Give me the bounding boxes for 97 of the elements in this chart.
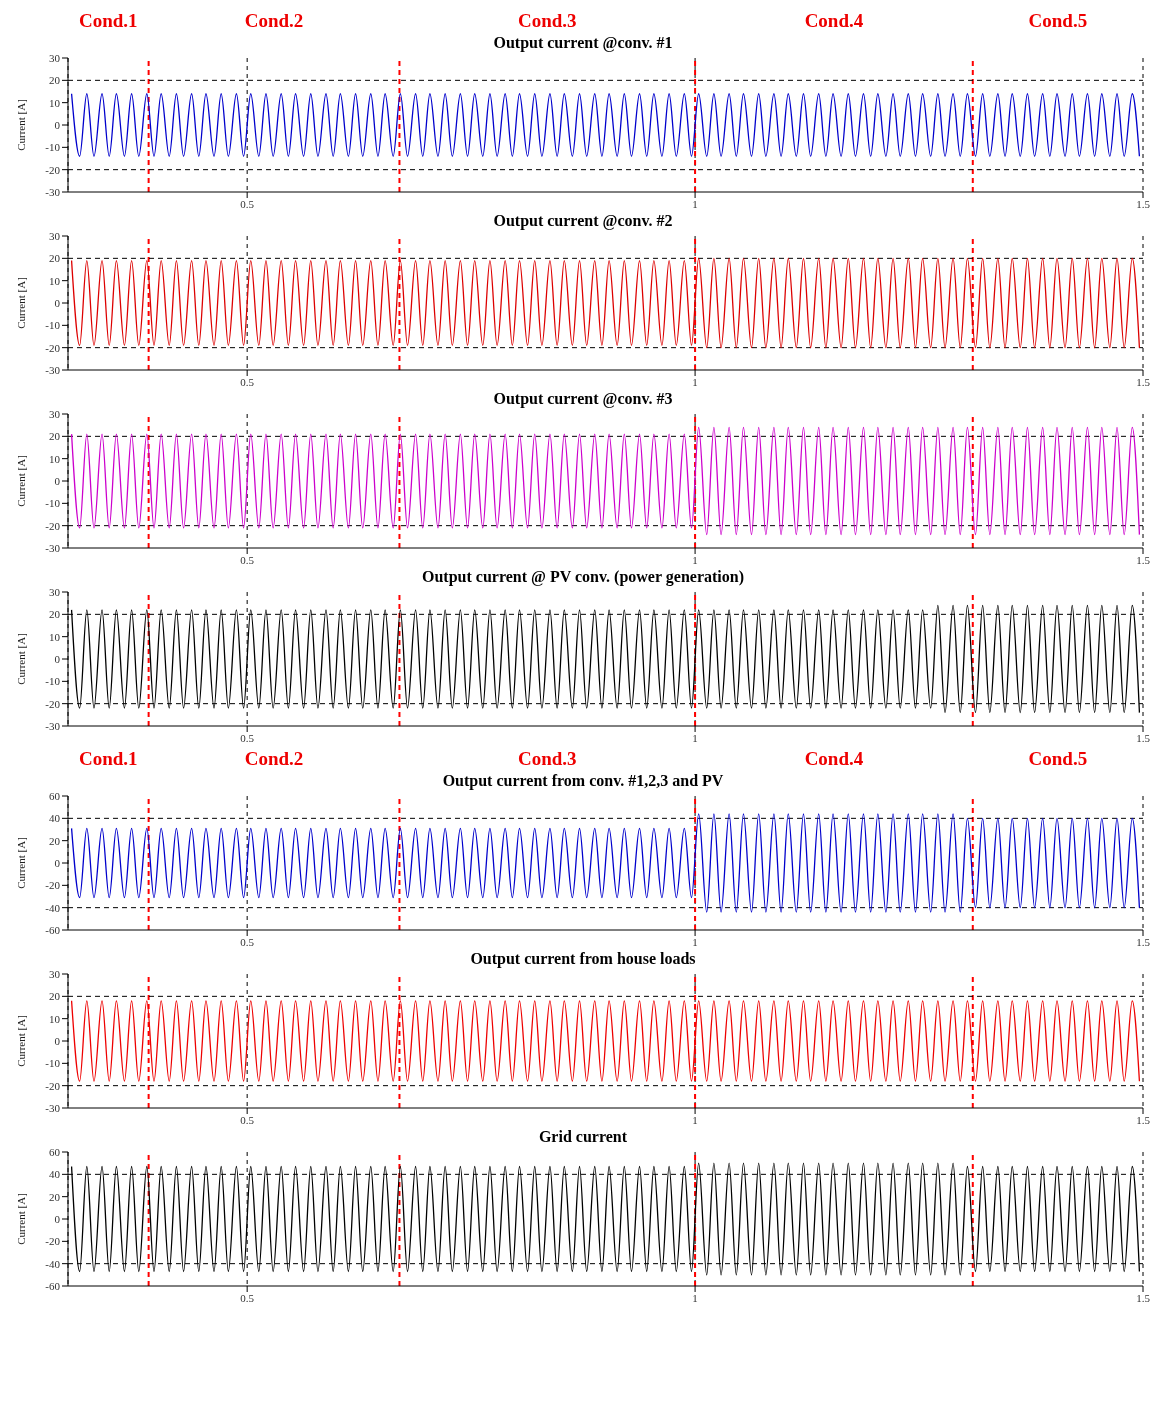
- y-tick-label: -20: [45, 519, 61, 532]
- y-tick-label: 30: [49, 967, 61, 980]
- chart-title: Output current @ PV conv. (power generation): [422, 568, 744, 585]
- y-axis-title: Current [A]: [14, 837, 27, 889]
- x-tick-label: 1: [692, 375, 698, 388]
- x-tick-label: 1: [692, 1113, 698, 1126]
- x-tick-label: 1.5: [1136, 1113, 1151, 1126]
- x-tick-label: 0.5: [240, 1291, 255, 1304]
- text: Cond.5: [1028, 748, 1088, 770]
- text: Cond.5: [1028, 10, 1088, 32]
- y-tick-label: 10: [49, 630, 61, 643]
- y-tick-label: 30: [49, 407, 61, 420]
- y-tick-label: 10: [49, 452, 61, 465]
- x-tick-label: 1: [692, 731, 698, 744]
- text: Cond.2: [244, 748, 304, 770]
- x-tick-label: 1.5: [1136, 375, 1151, 388]
- y-tick-label: 0: [54, 296, 61, 309]
- y-tick-label: -10: [45, 1057, 61, 1070]
- y-tick-label: -10: [45, 675, 61, 688]
- x-tick-label: 1: [692, 553, 698, 566]
- y-tick-label: -30: [45, 363, 61, 376]
- chart-title: Output current @conv. #3: [493, 390, 673, 407]
- y-tick-label: -60: [45, 923, 61, 936]
- y-tick-label: -20: [45, 1235, 61, 1248]
- chart-title: Grid current: [538, 1128, 628, 1145]
- chart-title: Output current @conv. #1: [493, 34, 673, 51]
- y-axis-title: Current [A]: [14, 99, 27, 151]
- y-tick-label: -10: [45, 319, 61, 332]
- y-tick-label: -40: [45, 1257, 61, 1270]
- y-tick-label: -20: [45, 1079, 61, 1092]
- x-tick-label: 1: [692, 935, 698, 948]
- y-tick-label: -30: [45, 1101, 61, 1114]
- x-tick-label: 0.5: [240, 197, 255, 210]
- line-series: [70, 813, 1141, 913]
- y-tick-label: -30: [45, 541, 61, 554]
- line-series: [70, 257, 1141, 349]
- y-axis-title: Current [A]: [14, 455, 27, 507]
- x-tick-label: 0.5: [240, 553, 255, 566]
- y-tick-label: -20: [45, 341, 61, 354]
- y-tick-label: 10: [49, 1012, 61, 1025]
- x-tick-label: 1.5: [1136, 197, 1151, 210]
- text: Cond.2: [244, 10, 304, 32]
- y-tick-label: 20: [49, 430, 61, 443]
- line-series: [70, 426, 1141, 536]
- y-tick-label: 30: [49, 51, 61, 64]
- x-tick-label: 1.5: [1136, 731, 1151, 744]
- y-tick-label: 10: [49, 274, 61, 287]
- y-tick-label: 60: [49, 1145, 61, 1158]
- text: Cond.4: [804, 10, 864, 32]
- y-tick-label: 0: [54, 652, 61, 665]
- chart-title: Output current from house loads: [470, 950, 696, 967]
- text: Cond.1: [79, 10, 138, 32]
- y-tick-label: -30: [45, 719, 61, 732]
- y-tick-label: 30: [49, 229, 61, 242]
- y-axis-title: Current [A]: [14, 633, 27, 685]
- y-tick-label: 20: [49, 74, 61, 87]
- y-tick-label: -10: [45, 497, 61, 510]
- y-tick-label: 40: [49, 1168, 61, 1181]
- y-tick-label: 20: [49, 990, 61, 1003]
- y-tick-label: -20: [45, 697, 61, 710]
- y-tick-label: 0: [54, 118, 61, 131]
- y-tick-label: 0: [54, 1034, 61, 1047]
- chart-title: Output current @conv. #2: [493, 212, 673, 229]
- y-tick-label: 0: [54, 856, 61, 869]
- x-tick-label: 1: [692, 1291, 698, 1304]
- y-tick-label: -40: [45, 901, 61, 914]
- y-tick-label: -60: [45, 1279, 61, 1292]
- x-tick-label: 0.5: [240, 1113, 255, 1126]
- text: Cond.4: [804, 748, 864, 770]
- y-tick-label: 60: [49, 789, 61, 802]
- text: Cond.1: [79, 748, 138, 770]
- y-axis-title: Current [A]: [14, 277, 27, 329]
- y-tick-label: 0: [54, 1212, 61, 1225]
- text: Cond.3: [517, 748, 577, 770]
- y-tick-label: 20: [49, 1190, 61, 1203]
- y-tick-label: 20: [49, 252, 61, 265]
- y-tick-label: -30: [45, 185, 61, 198]
- y-tick-label: 20: [49, 608, 61, 621]
- x-tick-label: 0.5: [240, 731, 255, 744]
- x-tick-label: 1.5: [1136, 935, 1151, 948]
- y-tick-label: -20: [45, 163, 61, 176]
- x-tick-label: 1: [692, 197, 698, 210]
- x-tick-label: 0.5: [240, 935, 255, 948]
- y-axis-title: Current [A]: [14, 1193, 27, 1245]
- chart-title: Output current from conv. #1,2,3 and PV: [442, 772, 724, 789]
- y-tick-label: 10: [49, 96, 61, 109]
- y-tick-label: -20: [45, 879, 61, 892]
- y-tick-label: -10: [45, 141, 61, 154]
- x-tick-label: 0.5: [240, 375, 255, 388]
- y-tick-label: 0: [54, 474, 61, 487]
- x-tick-label: 1.5: [1136, 1291, 1151, 1304]
- y-tick-label: 30: [49, 585, 61, 598]
- text: Cond.3: [517, 10, 577, 32]
- y-axis-title: Current [A]: [14, 1015, 27, 1067]
- y-tick-label: 20: [49, 834, 61, 847]
- x-tick-label: 1.5: [1136, 553, 1151, 566]
- y-tick-label: 40: [49, 812, 61, 825]
